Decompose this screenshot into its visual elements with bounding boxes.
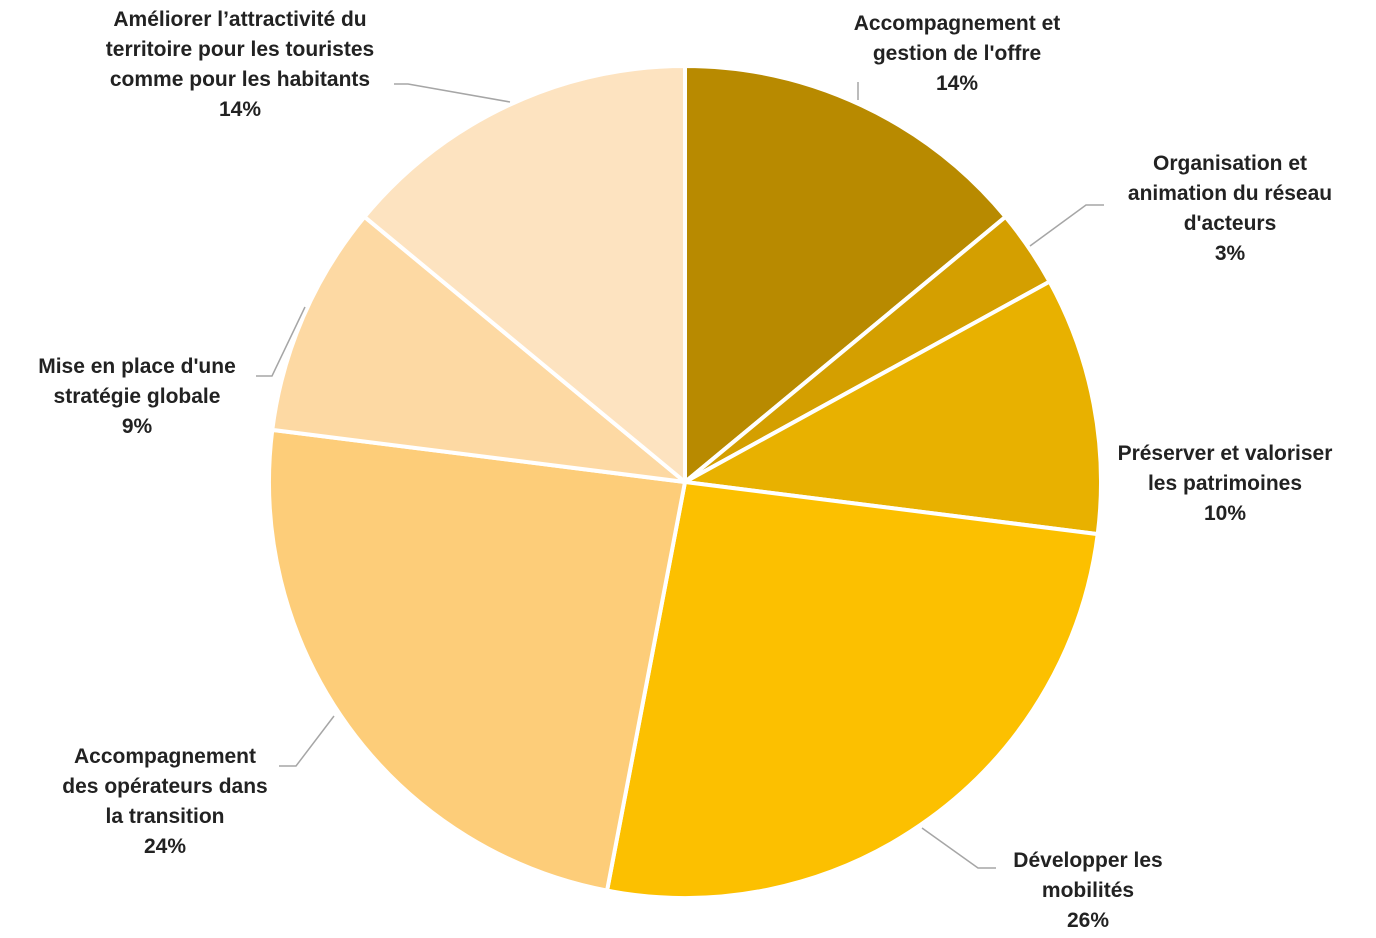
pie-slice-2 bbox=[683, 279, 1103, 537]
pie-slices bbox=[267, 64, 1103, 900]
slice-label-line: comme pour les habitants bbox=[110, 68, 370, 91]
slice-label-2: Préserver et valoriser les patrimoines 10% bbox=[1118, 442, 1333, 525]
slice-label-3: Développer les mobilités 26% bbox=[1013, 849, 1162, 932]
slice-label-line: la transition bbox=[105, 805, 224, 828]
slice-label-line: Mise en place d'une bbox=[38, 355, 236, 378]
slice-label-line: Préserver et valoriser bbox=[1118, 442, 1333, 465]
slice-label-line: territoire pour les touristes bbox=[106, 38, 374, 61]
slice-label-5: Mise en place d'une stratégie globale 9% bbox=[38, 355, 236, 438]
slice-percent-5: 9% bbox=[122, 415, 153, 438]
slice-percent-0: 14% bbox=[936, 72, 978, 95]
slice-label-line: Améliorer l’attractivité du bbox=[113, 8, 366, 31]
slice-label-line: Développer les bbox=[1013, 849, 1162, 872]
slice-label-line: gestion de l'offre bbox=[873, 42, 1041, 65]
slice-percent-6: 14% bbox=[219, 98, 261, 121]
slice-label-line: stratégie globale bbox=[54, 385, 221, 408]
slice-label-line: mobilités bbox=[1042, 879, 1134, 902]
slice-label-6: Améliorer l’attractivité du territoire po… bbox=[106, 8, 374, 121]
slice-label-line: d'acteurs bbox=[1184, 212, 1277, 235]
pie-slice-4 bbox=[267, 427, 687, 893]
slice-percent-3: 26% bbox=[1067, 909, 1109, 932]
leader-line-6 bbox=[394, 83, 511, 103]
pie-slice-3 bbox=[605, 480, 1100, 900]
slice-label-line: les patrimoines bbox=[1148, 472, 1302, 495]
slice-percent-1: 3% bbox=[1215, 242, 1246, 265]
leader-lines bbox=[256, 82, 1104, 869]
slice-label-1: Organisation et animation du réseau d'acte… bbox=[1128, 152, 1332, 265]
pie-slice-6 bbox=[362, 64, 687, 484]
slice-percent-2: 10% bbox=[1204, 502, 1246, 525]
leader-line-4 bbox=[279, 715, 335, 767]
pie-slice-5 bbox=[270, 214, 687, 484]
slice-label-line: Organisation et bbox=[1153, 152, 1307, 175]
slice-label-line: Accompagnement et bbox=[854, 12, 1061, 35]
leader-line-3 bbox=[921, 827, 996, 869]
slice-label-line: animation du réseau bbox=[1128, 182, 1332, 205]
slice-percent-4: 24% bbox=[144, 835, 186, 858]
slice-label-line: Accompagnement bbox=[74, 745, 256, 768]
slice-labels: Accompagnement et gestion de l'offre 14% Or… bbox=[38, 8, 1332, 932]
leader-line-1 bbox=[1029, 204, 1104, 247]
slice-label-4: Accompagnement des opérateurs dans la tran… bbox=[62, 745, 267, 858]
slice-label-line: des opérateurs dans bbox=[62, 775, 267, 798]
pie-slice-0 bbox=[683, 64, 1008, 484]
slice-label-0: Accompagnement et gestion de l'offre 14% bbox=[854, 12, 1061, 95]
leader-line-5 bbox=[256, 306, 306, 377]
